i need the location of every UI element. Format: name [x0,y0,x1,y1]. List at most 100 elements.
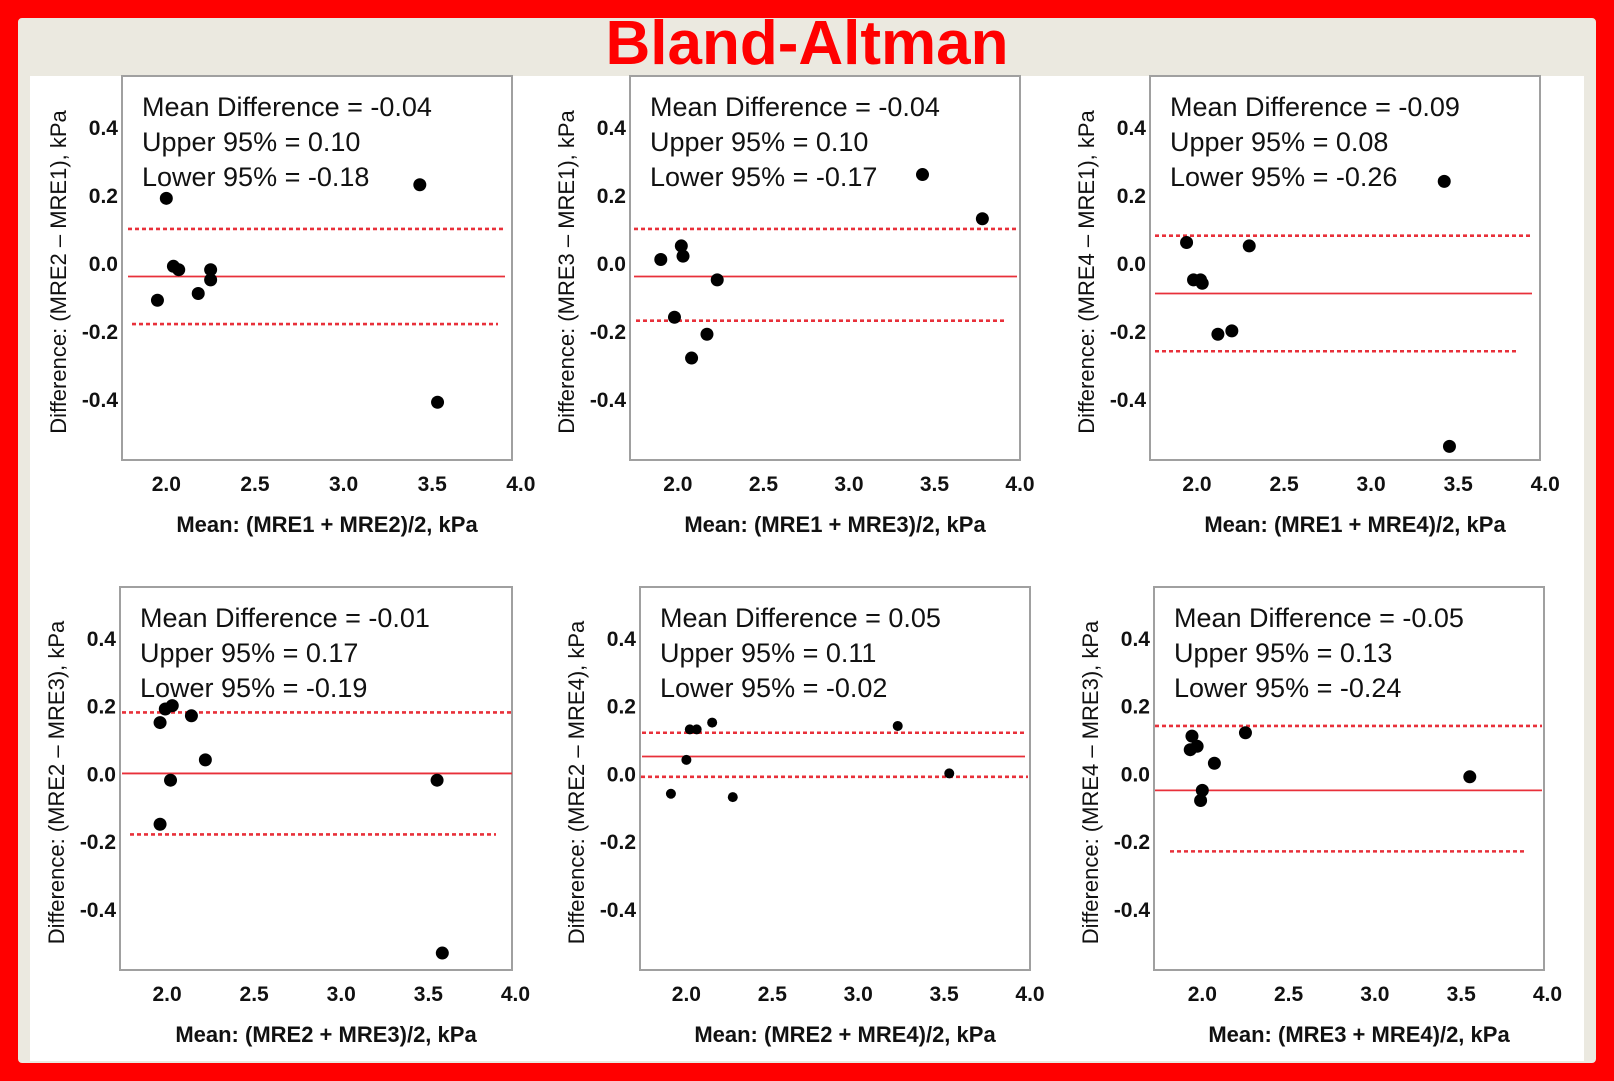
x-tick-label: 2.5 [1269,473,1299,496]
x-tick-label: 3.0 [1360,983,1389,1006]
annotation-text: Mean Difference = -0.01 [140,603,430,633]
annotation-text: Mean Difference = -0.04 [650,92,940,122]
x-tick-label: 3.5 [1447,983,1477,1006]
x-tick-label: 3.5 [929,983,959,1006]
annotation-text: Lower 95% = -0.24 [1174,673,1401,703]
x-axis-label: Mean: (MRE2 + MRE3)/2, kPa [175,1022,477,1047]
x-tick-label: 4.0 [1015,983,1044,1006]
y-tick-label: -0.2 [590,321,626,344]
annotation-text: Mean Difference = -0.05 [1174,603,1464,633]
x-tick-label: 2.0 [672,983,701,1006]
y-tick-label: -0.2 [82,321,118,344]
y-tick-label: 0.2 [1117,185,1146,208]
plot-frame-1 [121,75,513,461]
data-point [413,178,427,192]
plot-frame-2 [629,75,1021,461]
x-tick-label: 3.0 [1357,473,1386,496]
data-point [431,395,445,409]
y-tick-label: 0.0 [89,253,118,276]
y-axis-label: Difference: (MRE4 – MRE3), kPa [1078,620,1103,944]
annotation-text: Upper 95% = 0.13 [1174,638,1392,668]
data-point [665,788,676,799]
data-point [654,253,668,267]
x-tick-label: 3.5 [414,983,444,1006]
data-point [430,773,444,787]
annotation-text: Upper 95% = 0.10 [142,127,360,157]
data-point [165,699,179,713]
y-tick-label: 0.2 [89,185,118,208]
data-point [150,293,164,307]
x-tick-label: 3.5 [920,473,950,496]
data-point [710,273,724,287]
y-tick-label: -0.2 [80,831,116,854]
data-point [1185,729,1199,743]
y-axis-label: Difference: (MRE2 – MRE3), kPa [44,620,69,944]
data-point [684,724,695,735]
data-point [1437,174,1451,188]
x-axis-label: Mean: (MRE1 + MRE4)/2, kPa [1204,512,1506,537]
data-point [681,754,692,765]
data-point [892,720,903,731]
data-point [435,946,449,960]
x-tick-label: 3.0 [329,473,358,496]
y-tick-label: 0.4 [597,117,627,140]
data-point [707,717,718,728]
data-point [204,273,218,287]
x-tick-label: 3.5 [418,473,448,496]
data-point [164,773,178,787]
y-tick-label: -0.2 [1114,831,1150,854]
data-point [184,709,198,723]
plot-frame-3 [1149,75,1541,461]
data-point [153,817,167,831]
data-point [1195,276,1209,290]
y-tick-label: 0.2 [597,185,626,208]
x-tick-label: 4.0 [1533,983,1562,1006]
y-tick-label: -0.2 [1110,321,1146,344]
y-tick-label: -0.4 [82,389,119,412]
y-tick-label: 0.2 [1121,696,1150,719]
y-tick-label: -0.4 [1114,899,1151,922]
data-point [1442,439,1456,453]
data-point [944,768,955,779]
plot-frame-4 [119,586,513,971]
x-axis-label: Mean: (MRE1 + MRE2)/2, kPa [176,512,478,537]
annotation-text: Mean Difference = -0.09 [1170,92,1460,122]
plot-frame-6 [1153,586,1545,971]
data-point [1190,739,1204,753]
y-tick-label: 0.0 [597,253,626,276]
x-tick-label: 4.0 [506,473,535,496]
x-axis-label: Mean: (MRE3 + MRE4)/2, kPa [1208,1022,1510,1047]
data-point [159,191,173,205]
y-tick-label: 0.4 [607,628,637,651]
y-tick-label: 0.2 [607,696,636,719]
y-tick-label: 0.4 [89,117,119,140]
x-tick-label: 2.5 [240,983,270,1006]
x-tick-label: 2.0 [152,473,181,496]
y-tick-label: -0.4 [600,899,637,922]
y-tick-label: 0.0 [1117,253,1146,276]
y-tick-label: -0.2 [600,831,636,854]
data-point [674,239,688,253]
x-axis-label: Mean: (MRE2 + MRE4)/2, kPa [694,1022,996,1047]
x-tick-label: 2.5 [758,983,788,1006]
y-tick-label: -0.4 [80,899,117,922]
data-point [1195,783,1209,797]
annotation-text: Upper 95% = 0.10 [650,127,868,157]
data-point [198,753,212,767]
y-tick-label: 0.0 [607,763,636,786]
data-point [204,263,218,277]
x-tick-label: 3.0 [844,983,873,1006]
data-point [727,792,738,803]
x-tick-label: 4.0 [1531,473,1560,496]
y-tick-label: 0.0 [1121,763,1150,786]
data-point [1207,756,1221,770]
annotation-text: Mean Difference = 0.05 [660,603,941,633]
annotation-text: Upper 95% = 0.11 [660,638,876,668]
x-tick-label: 3.0 [327,983,356,1006]
data-point [153,716,167,730]
x-tick-label: 2.5 [240,473,270,496]
x-tick-label: 4.0 [1005,473,1034,496]
y-axis-label: Difference: (MRE3 – MRE1), kPa [554,109,579,433]
slide-title: Bland-Altman [605,9,1009,78]
